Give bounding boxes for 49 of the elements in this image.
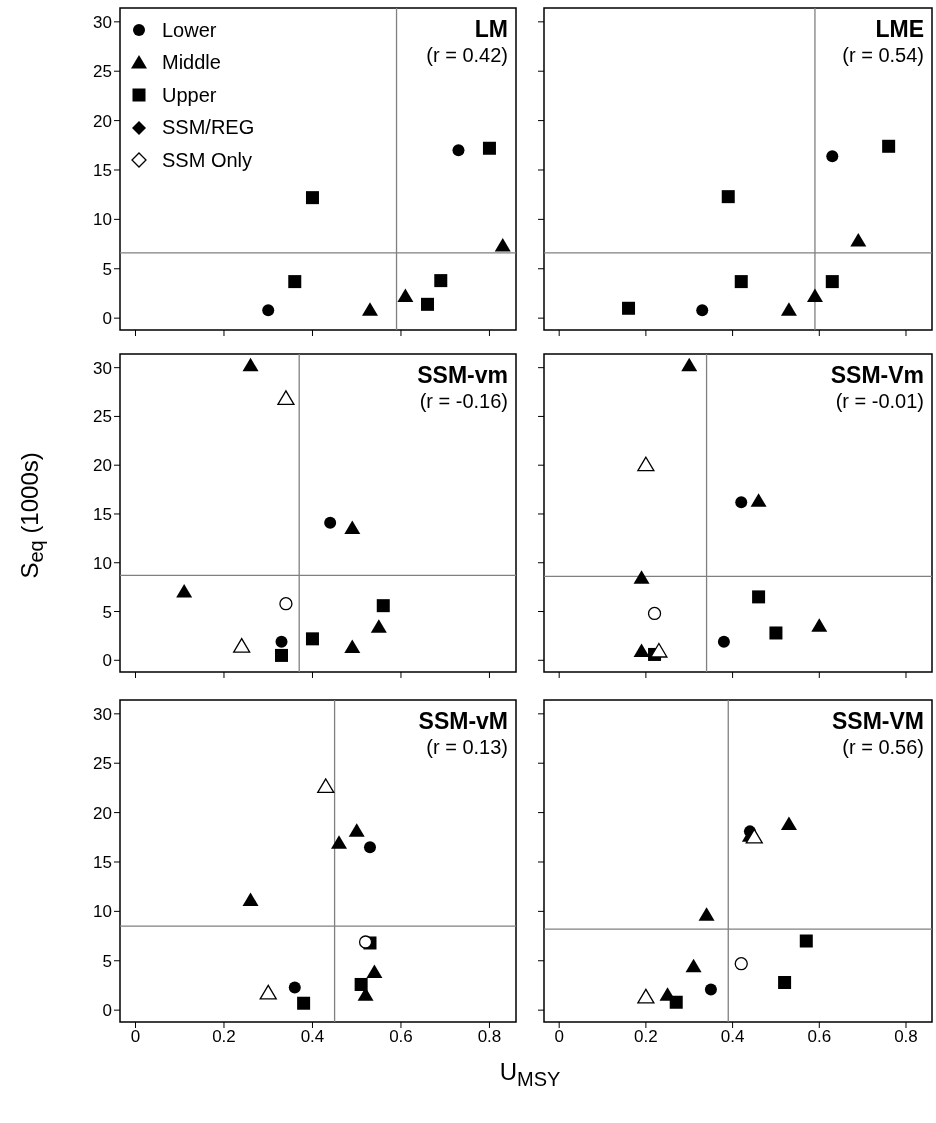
x-tick-label: 0.6 <box>389 1027 413 1047</box>
x-tick-label: 0.4 <box>300 1027 325 1047</box>
y-tick-label: 20 <box>93 803 112 823</box>
y-tick-label: 10 <box>93 553 112 573</box>
x-tick-label: 0 <box>554 1027 564 1047</box>
y-tick-label: 25 <box>93 407 112 427</box>
x-tick-label: 0.6 <box>807 1027 832 1047</box>
y-tick-label: 5 <box>102 951 112 971</box>
legend-label: SSM Only <box>162 148 253 172</box>
y-tick-label: 20 <box>93 456 112 476</box>
chart-title: SSM-VM <box>832 708 924 734</box>
chart-title: LME <box>874 16 924 42</box>
y-tick-label: 0 <box>102 309 112 329</box>
y-tick-label: 30 <box>93 704 112 724</box>
chart-title: LM <box>473 16 508 42</box>
x-axis-title: U$_{MSY}$ <box>498 1058 562 1091</box>
legend-label: Lower <box>162 18 217 42</box>
y-tick-label: 30 <box>93 358 112 378</box>
legend-label: Upper <box>162 83 217 107</box>
chart-title: SSM-vm <box>417 362 508 388</box>
legend-label: SSM/REG <box>162 116 255 140</box>
x-tick-label: 0.2 <box>634 1027 658 1047</box>
chart-title: SSM-vM <box>418 708 508 734</box>
y-tick-label: 20 <box>93 111 112 131</box>
legend-label: Middle <box>162 51 221 75</box>
text: (r = -0.01) <box>834 389 924 414</box>
y-tick-label: 15 <box>93 505 112 525</box>
text: (r = 0.13) <box>425 735 508 760</box>
text: (r = 0.42) <box>426 43 508 68</box>
y-tick-label: 5 <box>102 602 112 622</box>
y-tick-label: 25 <box>93 62 112 82</box>
y-tick-label: 25 <box>93 754 112 774</box>
x-tick-label: 0.8 <box>477 1027 502 1047</box>
x-tick-label: 0 <box>130 1027 141 1047</box>
text: (r = 0.54) <box>842 43 924 68</box>
y-tick-label: 0 <box>102 651 112 671</box>
y-tick-label: 15 <box>93 853 112 873</box>
y-tick-label: 10 <box>93 902 112 922</box>
x-tick-label: 0.2 <box>212 1027 236 1047</box>
y-tick-label: 10 <box>93 210 112 230</box>
y-tick-label: 5 <box>102 259 112 279</box>
y-tick-label: 30 <box>93 12 112 32</box>
text: (r = -0.16) <box>418 389 508 414</box>
y-tick-label: 0 <box>102 1001 112 1021</box>
x-tick-label: 0.4 <box>720 1027 745 1047</box>
text: (r = 0.56) <box>841 735 924 760</box>
x-tick-label: 0.8 <box>894 1027 918 1047</box>
y-tick-label: 15 <box>93 161 112 181</box>
chart-title: SSM-Vm <box>830 362 924 388</box>
